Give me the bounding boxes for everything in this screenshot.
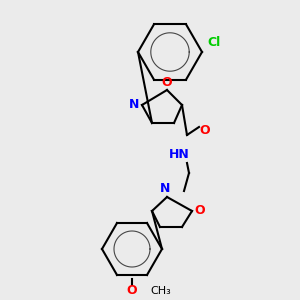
Text: N: N <box>160 182 170 196</box>
Text: CH₃: CH₃ <box>150 286 171 296</box>
Text: N: N <box>129 98 139 112</box>
Text: O: O <box>195 205 205 218</box>
Text: HN: HN <box>169 148 189 161</box>
Text: O: O <box>162 76 172 88</box>
Text: Cl: Cl <box>207 35 220 49</box>
Text: O: O <box>200 124 210 136</box>
Text: O: O <box>127 284 137 298</box>
